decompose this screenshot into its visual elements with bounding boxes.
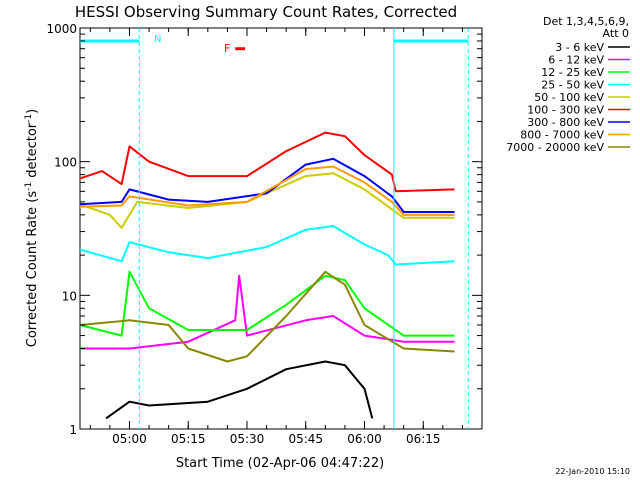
y-tick-label-4: 1000 bbox=[46, 22, 77, 36]
night-flag-label: N bbox=[154, 34, 161, 45]
y-axis-label-mid: detector bbox=[25, 122, 40, 182]
chart-title: HESSI Observing Summary Count Rates, Cor… bbox=[75, 3, 457, 21]
x-tick-label-3: 05:30 bbox=[230, 432, 265, 446]
y-axis-label-sup-2: -1 bbox=[24, 114, 34, 123]
x-axis-ticks: 05:00 05:15 05:30 05:45 06:00 06:15 bbox=[89, 28, 483, 446]
legend-label-6: 100 - 300 keV bbox=[527, 104, 604, 117]
y-axis-label-main: Corrected Count Rate (s bbox=[25, 191, 40, 348]
x-tick-label-1: 05:00 bbox=[112, 432, 147, 446]
legend-label-9: 7000 - 20000 keV bbox=[506, 141, 604, 154]
x-tick-label-2: 05:15 bbox=[171, 432, 206, 446]
legend-label-3: 12 - 25 keV bbox=[541, 66, 604, 79]
legend-label-7: 300 - 800 keV bbox=[527, 116, 604, 129]
flare-flag-label: F bbox=[224, 42, 230, 55]
series-line-3 bbox=[79, 270, 455, 337]
series-line-9 bbox=[79, 270, 455, 363]
x-axis-label: Start Time (02-Apr-06 04:47:22) bbox=[176, 456, 384, 471]
legend-label-4: 25 - 50 keV bbox=[541, 79, 604, 92]
y-axis-label-sup-1: -1 bbox=[24, 182, 34, 191]
y-axis-label: Corrected Count Rate (s-1 detector-1) bbox=[24, 109, 40, 347]
x-tick-label-4: 05:45 bbox=[288, 432, 323, 446]
legend-label-2: 6 - 12 keV bbox=[548, 54, 604, 67]
plot-frame bbox=[79, 27, 483, 430]
legend-label-8: 800 - 7000 keV bbox=[520, 129, 604, 142]
legend-header-line-1: Det 1,3,4,5,6,9, bbox=[543, 15, 629, 28]
x-tick-label-5: 06:00 bbox=[347, 432, 382, 446]
plot-area: 05:00 05:15 05:30 05:45 06:00 06:15 1 10 100 100… bbox=[46, 22, 483, 446]
y-tick-label-1: 1 bbox=[69, 423, 77, 437]
series-line-6 bbox=[79, 131, 455, 193]
series-line-4 bbox=[79, 225, 455, 266]
y-axis-label-end: ) bbox=[25, 109, 40, 114]
legend-label-5: 50 - 100 keV bbox=[534, 91, 604, 104]
series-line-1 bbox=[105, 360, 374, 420]
series-line-2 bbox=[80, 274, 455, 350]
y-tick-label-2: 10 bbox=[62, 289, 77, 303]
x-tick-label-6: 06:15 bbox=[406, 432, 441, 446]
series-line-8 bbox=[79, 165, 455, 216]
timestamp-label: 22-Jan-2010 15:10 bbox=[555, 467, 630, 476]
y-tick-label-3: 100 bbox=[54, 156, 77, 170]
series-layer bbox=[79, 131, 455, 420]
y-axis-ticks: 1 10 100 1000 bbox=[46, 22, 482, 437]
series-line-5 bbox=[79, 172, 455, 229]
legend-header-line-2: Att 0 bbox=[603, 27, 629, 40]
legend-label-1: 3 - 6 keV bbox=[555, 41, 604, 54]
marker-layer bbox=[80, 28, 469, 429]
